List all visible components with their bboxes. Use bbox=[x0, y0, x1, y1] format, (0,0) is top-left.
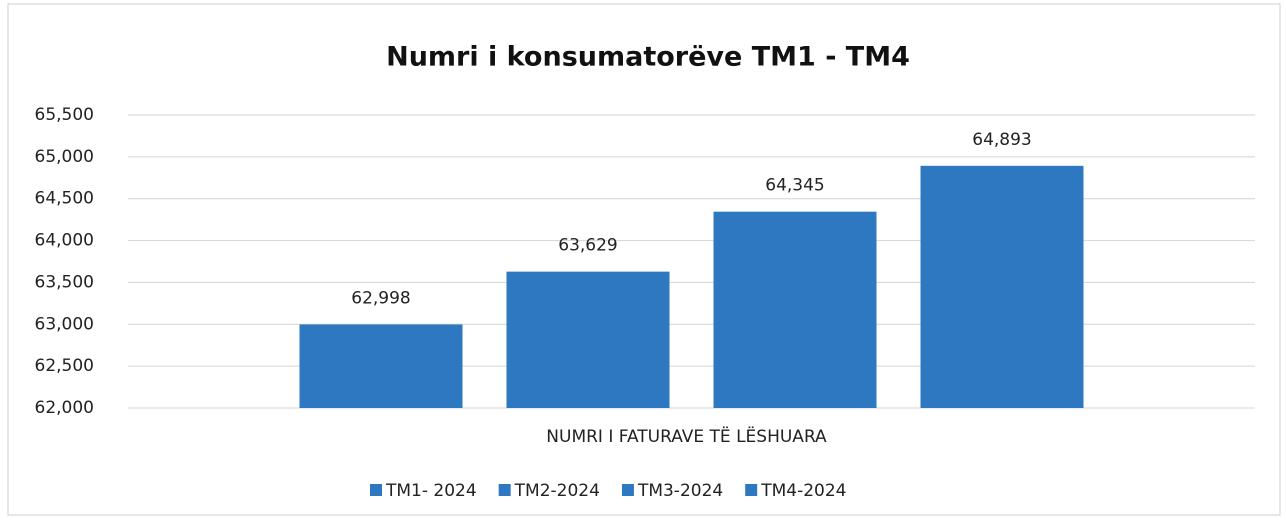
y-tick-label: 65,500 bbox=[35, 105, 94, 125]
y-tick-label: 62,500 bbox=[35, 356, 94, 376]
y-tick-label: 65,000 bbox=[35, 147, 94, 167]
legend-swatch bbox=[745, 484, 758, 496]
value-label: 63,629 bbox=[558, 236, 617, 256]
y-tick-label: 63,500 bbox=[35, 272, 94, 292]
value-label: 64,893 bbox=[972, 130, 1031, 150]
value-label: 62,998 bbox=[351, 288, 410, 308]
y-tick-label: 64,500 bbox=[35, 189, 94, 209]
y-tick-label: 63,000 bbox=[35, 314, 94, 334]
bar bbox=[506, 271, 670, 408]
value-label: 64,345 bbox=[765, 176, 824, 196]
legend-label: TM4-2024 bbox=[760, 481, 846, 501]
legend-swatch bbox=[621, 484, 634, 496]
legend-label: TM1- 2024 bbox=[385, 481, 477, 501]
bar bbox=[713, 211, 877, 408]
y-tick-label: 62,000 bbox=[35, 398, 94, 418]
legend-label: TM3-2024 bbox=[637, 481, 723, 501]
legend-swatch bbox=[370, 484, 382, 496]
bar bbox=[920, 165, 1084, 408]
x-tick-label: NUMRI I FATURAVE TË LËSHUARA bbox=[546, 426, 827, 447]
legend-label: TM2-2024 bbox=[514, 481, 600, 501]
bar bbox=[299, 324, 463, 408]
legend-swatch bbox=[498, 484, 511, 496]
y-tick-label: 64,000 bbox=[35, 231, 94, 251]
chart-title: Numri i konsumatorëve TM1 - TM4 bbox=[386, 42, 910, 73]
